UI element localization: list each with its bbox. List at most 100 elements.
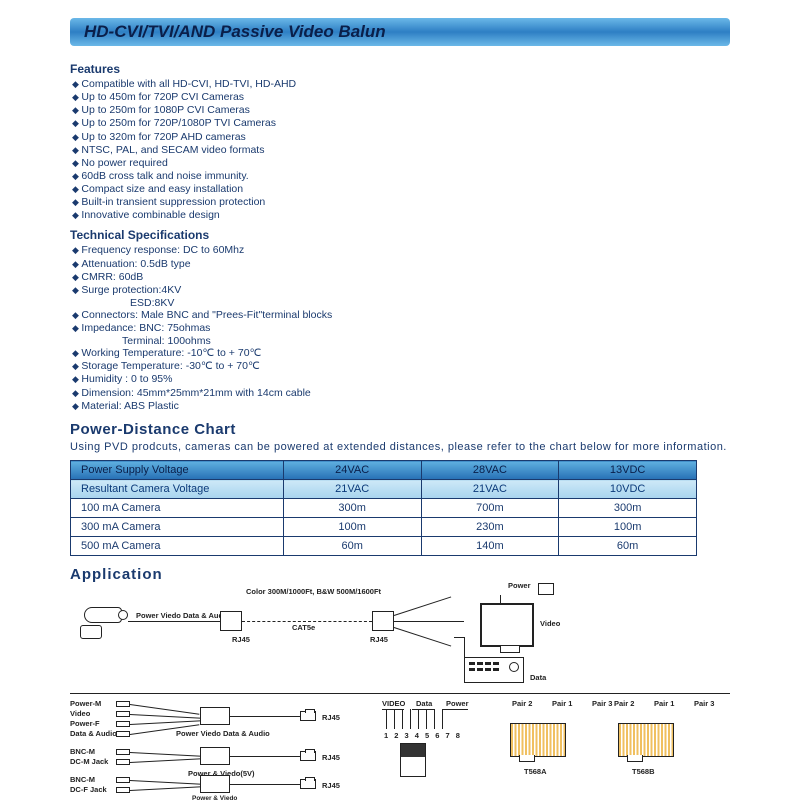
application-diagram: Power Viedo Data & Audio Color 300M/1000… [70, 587, 730, 787]
features-heading: Features [70, 62, 730, 76]
chart-desc: Using PVD prodcuts, cameras can be power… [70, 440, 730, 454]
table-cell: 140m [421, 537, 559, 556]
esd-line: ESD:8KV [70, 297, 730, 309]
connector-icon [116, 731, 130, 737]
label: Pair 3 [592, 699, 612, 708]
rj45-icon [300, 751, 316, 761]
list-item: Up to 320m for 720P AHD cameras [72, 131, 730, 144]
list-item: Up to 450m for 720P CVI Cameras [72, 91, 730, 104]
balun-icon [200, 707, 230, 725]
rj45-plug-icon [400, 743, 426, 777]
list-item: No power required [72, 157, 730, 170]
label: VIDEO [382, 699, 405, 708]
label: Data & Audio [70, 729, 117, 738]
label: BNC-M [70, 775, 95, 784]
label: RJ45 [322, 781, 340, 790]
connector-icon [116, 749, 130, 755]
list-item: Impedance: BNC: 75ohmas [72, 322, 730, 335]
list-item: Compatible with all HD-CVI, HD-TVI, HD-A… [72, 78, 730, 91]
label: RJ45 [370, 635, 388, 644]
label: T568A [524, 767, 547, 776]
label: Data [416, 699, 432, 708]
connector-icon [116, 787, 130, 793]
power-adapter-icon [538, 583, 554, 595]
label: RJ45 [322, 753, 340, 762]
label: T568B [632, 767, 655, 776]
label: Pair 1 [552, 699, 572, 708]
table-cell: 300m [283, 499, 421, 518]
table-header-row: Power Supply Voltage 24VAC 28VAC 13VDC [71, 461, 697, 480]
list-item: Up to 250m for 720P/1080P TVI Cameras [72, 117, 730, 130]
label: BNC-M [70, 747, 95, 756]
table-cell: 500 mA Camera [71, 537, 284, 556]
list-item: Attenuation: 0.5dB type [72, 258, 730, 271]
table-cell: Resultant Camera Voltage [71, 480, 284, 499]
table-cell: 21VAC [283, 480, 421, 499]
rj45-jack-icon [618, 723, 674, 757]
connector-icon [116, 759, 130, 765]
list-item: Material: ABS Plastic [72, 400, 730, 413]
dvr-icon [464, 657, 524, 683]
table-row: 500 mA Camera 60m 140m 60m [71, 537, 697, 556]
list-item: Compact size and easy installation [72, 183, 730, 196]
chart-heading: Power-Distance Chart [70, 421, 730, 438]
list-item: CMRR: 60dB [72, 271, 730, 284]
list-item: 60dB cross talk and noise immunity. [72, 170, 730, 183]
features-list: Compatible with all HD-CVI, HD-TVI, HD-A… [70, 78, 730, 222]
label: Data [530, 673, 546, 682]
table-row: 300 mA Camera 100m 230m 100m [71, 518, 697, 537]
label: Video [540, 619, 560, 628]
table-cell: 10VDC [559, 480, 697, 499]
power-distance-table: Power Supply Voltage 24VAC 28VAC 13VDC R… [70, 460, 697, 556]
table-cell: 100m [559, 518, 697, 537]
balun-icon [372, 611, 394, 631]
table-cell: 60m [559, 537, 697, 556]
label: Pair 1 [654, 699, 674, 708]
rj45-icon [300, 711, 316, 721]
label: Video [70, 709, 90, 718]
table-cell: 13VDC [559, 461, 697, 480]
label: DC-M Jack [70, 757, 108, 766]
table-cell: 100 mA Camera [71, 499, 284, 518]
list-item: Innovative combinable design [72, 209, 730, 222]
label: Power [446, 699, 469, 708]
balun-icon [200, 747, 230, 765]
title-bar: HD-CVI/TVI/AND Passive Video Balun [70, 18, 730, 46]
table-cell: 300 mA Camera [71, 518, 284, 537]
table-cell: 300m [559, 499, 697, 518]
label: CAT5e [292, 623, 315, 632]
table-cell: 700m [421, 499, 559, 518]
table-cell: Power Supply Voltage [71, 461, 284, 480]
camera-icon [74, 605, 128, 641]
table-cell: 24VAC [283, 461, 421, 480]
specs-list: Frequency response: DC to 60Mhz Attenuat… [70, 244, 730, 297]
list-item: Connectors: Male BNC and "Prees-Fit"term… [72, 309, 730, 322]
specs-list-2: Connectors: Male BNC and "Prees-Fit"term… [70, 309, 730, 335]
label: Power Viedo Data & Audio [136, 611, 230, 620]
list-item: Working Temperature: -10℃ to + 70℃ [72, 347, 730, 360]
table-cell: 60m [283, 537, 421, 556]
table-sub-row: Resultant Camera Voltage 21VAC 21VAC 10V… [71, 480, 697, 499]
label: RJ45 [232, 635, 250, 644]
balun-icon [220, 611, 242, 631]
list-item: Frequency response: DC to 60Mhz [72, 244, 730, 257]
label: Pair 2 [614, 699, 634, 708]
connector-icon [116, 777, 130, 783]
label: Power Viedo Data & Audio [176, 729, 270, 738]
label: Pair 3 [694, 699, 714, 708]
list-item: Up to 250m for 1080P CVI Cameras [72, 104, 730, 117]
label: Power [508, 581, 531, 590]
label: Color 300M/1000Ft, B&W 500M/1600Ft [246, 587, 381, 596]
list-item: NTSC, PAL, and SECAM video formats [72, 144, 730, 157]
table-row: 100 mA Camera 300m 700m 300m [71, 499, 697, 518]
label: Power-M [70, 699, 101, 708]
terminal-line: Terminal: 100ohms [70, 335, 730, 347]
specs-heading: Technical Specifications [70, 228, 730, 242]
table-cell: 21VAC [421, 480, 559, 499]
list-item: Surge protection:4KV [72, 284, 730, 297]
table-cell: 100m [283, 518, 421, 537]
rj45-icon [300, 779, 316, 789]
list-item: Built-in transient suppression protectio… [72, 196, 730, 209]
table-cell: 28VAC [421, 461, 559, 480]
label: Power-F [70, 719, 100, 728]
